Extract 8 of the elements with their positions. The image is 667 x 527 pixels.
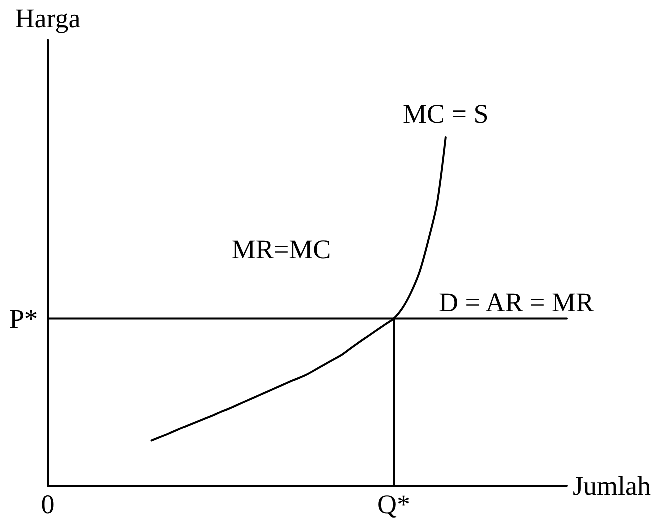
x-axis-title: Jumlah: [573, 471, 652, 501]
series-label: MC = S: [403, 99, 489, 130]
series-label: D = AR = MR: [439, 287, 594, 318]
annotation: P*: [9, 304, 38, 334]
annotation: MR=MC: [232, 234, 332, 265]
x-tick-label: 0: [41, 490, 55, 520]
x-tick-label: Q*: [378, 490, 410, 520]
y-axis-title: Harga: [15, 4, 81, 34]
